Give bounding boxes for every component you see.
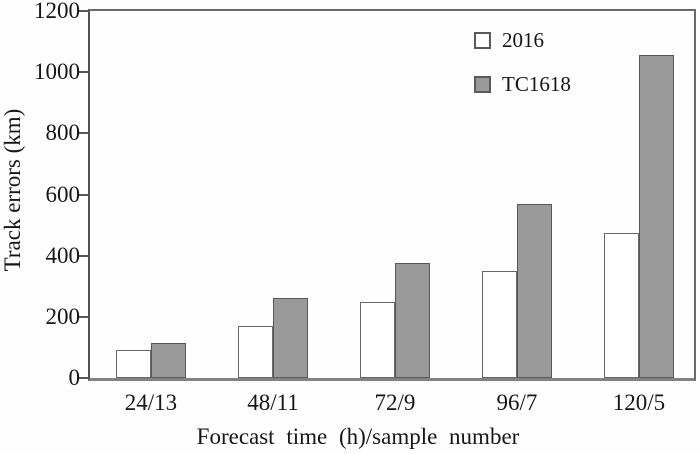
x-category-label: 96/7 [496, 390, 538, 415]
bar-2016-48-11 [238, 326, 273, 378]
x-axis-title: Forecast time (h)/sample number [196, 424, 520, 449]
legend-label-2016: 2016 [502, 28, 544, 52]
bar-2016-72-9 [360, 301, 395, 378]
bar-2016-24-13 [116, 350, 151, 378]
y-axis-tick [78, 377, 88, 379]
y-tick-label: 600 [45, 181, 81, 207]
y-axis-tick [78, 132, 88, 135]
x-category-label: 48/11 [247, 390, 299, 415]
legend-label-tc1618: TC1618 [502, 72, 571, 96]
y-axis-tick [78, 254, 88, 257]
y-tick-label: 1200 [34, 0, 80, 23]
bar-tc1618-72-9 [395, 263, 430, 378]
y-tick-label: 800 [45, 120, 81, 146]
y-axis-tick [78, 315, 88, 318]
y-axis-tick [78, 193, 88, 196]
legend-swatch-tc1618 [474, 76, 491, 93]
y-tick-label: 1000 [34, 59, 80, 85]
y-tick-label: 400 [45, 242, 81, 268]
legend-swatch-2016 [474, 32, 491, 49]
bar-tc1618-24-13 [151, 342, 186, 378]
legend: 2016 TC1618 [474, 30, 571, 118]
y-axis-tick [78, 10, 88, 12]
x-category-label: 72/9 [374, 390, 416, 415]
y-tick-label: 200 [45, 303, 81, 329]
legend-entry-2016: 2016 [474, 30, 571, 51]
plot-area: 2016 TC1618 0 200 400 600 800 1000 1200 [34, 0, 696, 390]
bar-tc1618-48-11 [273, 298, 308, 378]
bar-tc1618-96-7 [517, 203, 552, 378]
bar-2016-96-7 [482, 270, 517, 378]
x-category-label: 24/13 [124, 390, 178, 415]
bar-tc1618-120-5 [639, 55, 674, 378]
legend-entry-tc1618: TC1618 [474, 74, 571, 95]
bar-2016-120-5 [604, 232, 639, 378]
x-category-label: 120/5 [612, 390, 666, 415]
y-axis-tick [78, 71, 88, 74]
y-tick-label: 0 [68, 365, 81, 390]
